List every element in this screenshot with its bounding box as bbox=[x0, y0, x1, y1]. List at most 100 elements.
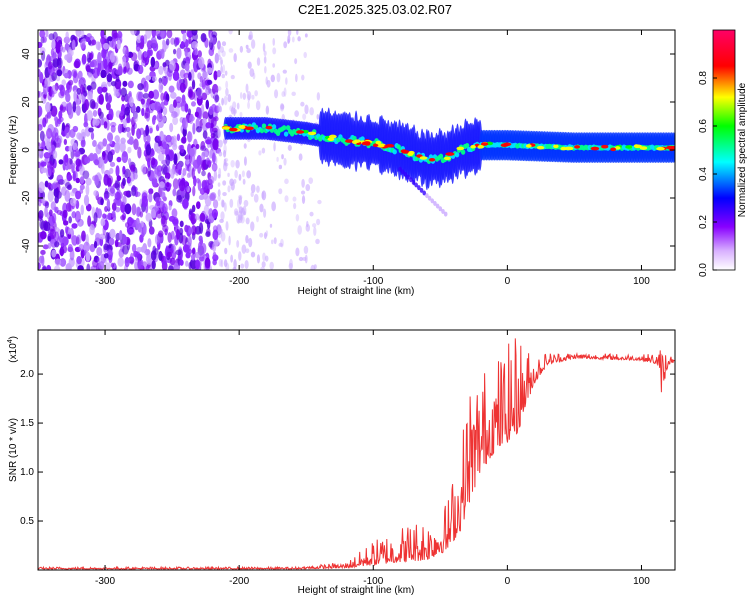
noise-mark bbox=[144, 248, 151, 256]
noise-mark bbox=[105, 102, 111, 111]
noise-mark bbox=[105, 231, 110, 243]
noise-mark bbox=[199, 251, 205, 262]
noise-mark bbox=[195, 201, 201, 210]
noise-mark bbox=[103, 193, 109, 201]
faint-noise-mark bbox=[217, 102, 221, 113]
noise-mark bbox=[53, 187, 59, 198]
noise-mark bbox=[172, 116, 179, 126]
noise-mark bbox=[92, 67, 99, 79]
noise-mark bbox=[46, 127, 53, 139]
noise-mark bbox=[150, 39, 158, 49]
faint-noise-mark bbox=[283, 41, 288, 49]
noise-mark bbox=[76, 87, 82, 95]
noise-mark bbox=[195, 126, 202, 133]
noise-mark bbox=[124, 222, 130, 228]
noise-mark bbox=[179, 144, 185, 154]
noise-mark bbox=[67, 243, 73, 252]
noise-mark bbox=[44, 114, 49, 124]
faint-noise-mark bbox=[291, 91, 296, 96]
noise-mark bbox=[41, 140, 46, 151]
faint-noise-mark bbox=[219, 57, 223, 67]
noise-mark bbox=[59, 84, 66, 97]
noise-mark bbox=[141, 163, 147, 176]
y-tick-label: 20 bbox=[21, 96, 32, 108]
faint-noise-mark bbox=[238, 194, 243, 200]
faint-noise-mark bbox=[304, 104, 309, 115]
noise-mark bbox=[47, 242, 52, 249]
noise-mark bbox=[61, 79, 66, 86]
noise-mark bbox=[133, 138, 139, 151]
noise-mark bbox=[104, 262, 111, 270]
noise-mark bbox=[185, 260, 189, 267]
faint-noise-mark bbox=[276, 72, 281, 83]
noise-mark bbox=[62, 209, 68, 219]
noise-mark bbox=[119, 141, 126, 153]
faint-noise-mark bbox=[229, 105, 234, 112]
noise-mark bbox=[214, 52, 219, 64]
noise-mark bbox=[116, 39, 121, 50]
faint-noise-mark bbox=[239, 111, 243, 118]
noise-mark bbox=[75, 30, 82, 38]
branch-mark bbox=[430, 198, 435, 204]
noise-mark bbox=[141, 107, 145, 117]
noise-mark bbox=[79, 184, 85, 190]
faint-noise-mark bbox=[274, 89, 279, 99]
faint-noise-mark bbox=[315, 238, 320, 245]
noise-mark bbox=[79, 176, 85, 184]
noise-mark bbox=[145, 212, 152, 222]
faint-noise-mark bbox=[245, 234, 249, 244]
noise-mark bbox=[130, 30, 137, 36]
faint-noise-mark bbox=[217, 86, 222, 91]
noise-mark bbox=[85, 184, 90, 196]
spectrogram-y-ticks: -40 -20 0 20 40 bbox=[21, 48, 675, 253]
noise-mark bbox=[69, 249, 75, 261]
noise-mark bbox=[197, 179, 202, 191]
noise-mark bbox=[75, 190, 82, 200]
faint-noise-mark bbox=[242, 92, 247, 100]
noise-mark bbox=[201, 71, 209, 79]
noise-mark bbox=[119, 229, 123, 241]
faint-noise-mark bbox=[253, 193, 259, 203]
branch-mark bbox=[443, 211, 448, 217]
spectrogram-x-ticks: -300 -200 -100 0 100 bbox=[95, 30, 650, 287]
noise-mark bbox=[194, 111, 199, 118]
noise-mark bbox=[182, 127, 187, 137]
noise-mark bbox=[169, 257, 176, 266]
faint-noise-mark bbox=[242, 205, 247, 216]
noise-mark bbox=[136, 91, 142, 102]
faint-noise-mark bbox=[250, 39, 256, 49]
noise-mark bbox=[180, 40, 185, 49]
faint-noise-mark bbox=[304, 33, 308, 38]
noise-mark bbox=[205, 139, 212, 145]
noise-mark bbox=[212, 138, 219, 151]
noise-mark bbox=[39, 130, 45, 142]
noise-mark bbox=[71, 39, 76, 51]
noise-mark bbox=[212, 251, 217, 259]
noise-mark bbox=[187, 235, 192, 247]
noise-mark bbox=[117, 257, 124, 267]
noise-mark bbox=[150, 157, 156, 166]
faint-noise-mark bbox=[219, 46, 225, 53]
noise-mark bbox=[77, 70, 83, 80]
noise-mark bbox=[126, 176, 131, 184]
faint-noise-mark bbox=[217, 128, 222, 138]
noise-mark bbox=[210, 122, 214, 129]
noise-mark bbox=[85, 36, 91, 43]
faint-noise-mark bbox=[233, 259, 237, 269]
faint-noise-mark bbox=[238, 195, 242, 205]
noise-mark bbox=[38, 58, 43, 68]
noise-mark bbox=[54, 241, 60, 248]
noise-mark bbox=[152, 89, 160, 100]
noise-mark bbox=[127, 158, 132, 166]
faint-noise-mark bbox=[233, 107, 236, 117]
noise-mark bbox=[38, 161, 41, 169]
noise-mark bbox=[201, 92, 208, 101]
signal-hot-mark bbox=[601, 144, 609, 149]
faint-noise-mark bbox=[305, 183, 311, 192]
noise-mark bbox=[192, 185, 196, 197]
noise-mark bbox=[115, 69, 122, 75]
noise-mark bbox=[211, 208, 219, 219]
noise-mark bbox=[115, 165, 120, 177]
